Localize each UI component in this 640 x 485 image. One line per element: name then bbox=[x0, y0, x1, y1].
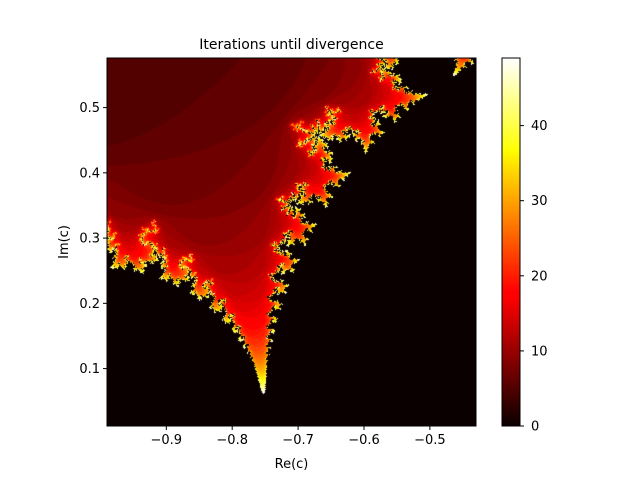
y-tick-label: 0.4 bbox=[79, 166, 100, 181]
colorbar-container bbox=[502, 58, 520, 426]
y-tick-label: 0.2 bbox=[79, 297, 100, 312]
colorbar-frame bbox=[501, 57, 521, 427]
colorbar-ticks: 0 10 20 30 40 bbox=[520, 119, 548, 435]
y-tick-label: 0.5 bbox=[79, 101, 100, 116]
y-axis-ticks: 0.1 0.2 0.3 0.4 0.5 bbox=[79, 101, 107, 377]
colorbar-tick-label: 0 bbox=[531, 420, 539, 435]
heatmap-container bbox=[107, 58, 476, 426]
x-axis-ticks: −0.9 −0.8 −0.7 −0.6 −0.5 bbox=[151, 426, 446, 448]
x-tick-label: −0.8 bbox=[216, 433, 248, 448]
plot-frame bbox=[106, 57, 477, 427]
x-axis-label: Re(c) bbox=[275, 457, 309, 472]
y-tick-label: 0.3 bbox=[79, 232, 100, 247]
x-tick-label: −0.6 bbox=[348, 433, 380, 448]
colorbar-tick-label: 20 bbox=[531, 269, 548, 284]
y-tick-label: 0.1 bbox=[79, 362, 100, 377]
colorbar-gradient bbox=[502, 58, 520, 426]
chart-title: Iterations until divergence bbox=[199, 37, 383, 53]
colorbar-tick-label: 10 bbox=[531, 344, 548, 359]
x-tick-label: −0.5 bbox=[414, 433, 446, 448]
x-tick-label: −0.9 bbox=[151, 433, 183, 448]
y-axis-label: Im(c) bbox=[57, 225, 72, 259]
x-tick-label: −0.7 bbox=[282, 433, 314, 448]
colorbar-tick-label: 30 bbox=[531, 194, 548, 209]
heatmap-image bbox=[107, 58, 476, 426]
colorbar-tick-label: 40 bbox=[531, 119, 548, 134]
